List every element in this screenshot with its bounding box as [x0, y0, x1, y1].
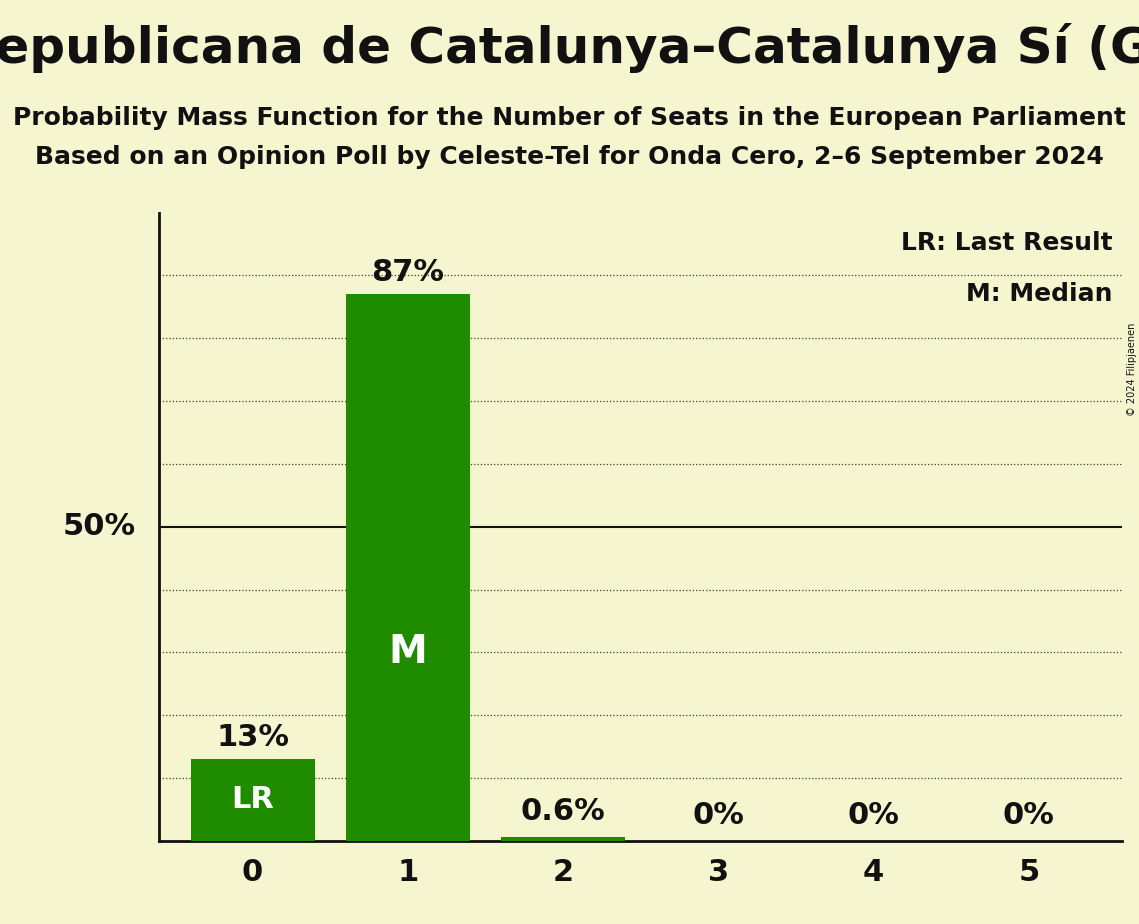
Text: Esquerra Republicana de Catalunya–Catalunya Sí (Greens/EFA): Esquerra Republicana de Catalunya–Catalu…	[0, 23, 1139, 73]
Text: 50%: 50%	[63, 512, 137, 541]
Text: Based on an Opinion Poll by Celeste-Tel for Onda Cero, 2–6 September 2024: Based on an Opinion Poll by Celeste-Tel …	[35, 145, 1104, 169]
Bar	[501, 837, 625, 841]
Text: 87%: 87%	[371, 258, 444, 286]
Text: Probability Mass Function for the Number of Seats in the European Parliament: Probability Mass Function for the Number…	[13, 106, 1126, 130]
Text: 0.6%: 0.6%	[521, 796, 606, 826]
Text: 0%: 0%	[693, 800, 744, 830]
Text: M: Median: M: Median	[966, 282, 1113, 306]
Text: LR: LR	[231, 785, 274, 814]
Text: M: M	[388, 633, 427, 672]
Text: 0%: 0%	[847, 800, 900, 830]
Text: © 2024 Filipjaenen: © 2024 Filipjaenen	[1126, 322, 1137, 417]
Bar	[190, 760, 314, 841]
Text: 13%: 13%	[216, 723, 289, 751]
Text: 0%: 0%	[1002, 800, 1055, 830]
Bar	[346, 294, 470, 841]
Text: LR: Last Result: LR: Last Result	[901, 231, 1113, 255]
